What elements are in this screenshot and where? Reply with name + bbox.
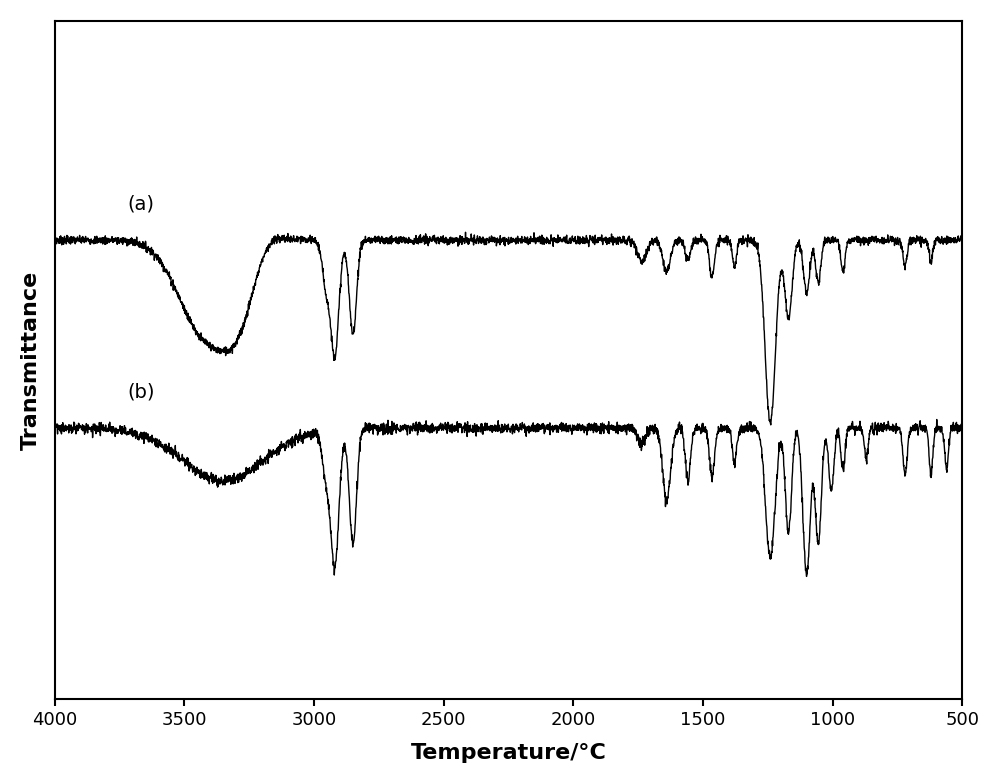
Text: (a): (a) [127,195,154,214]
Text: (b): (b) [127,383,155,402]
X-axis label: Temperature/°C: Temperature/°C [411,743,606,763]
Y-axis label: Transmittance: Transmittance [21,270,41,450]
